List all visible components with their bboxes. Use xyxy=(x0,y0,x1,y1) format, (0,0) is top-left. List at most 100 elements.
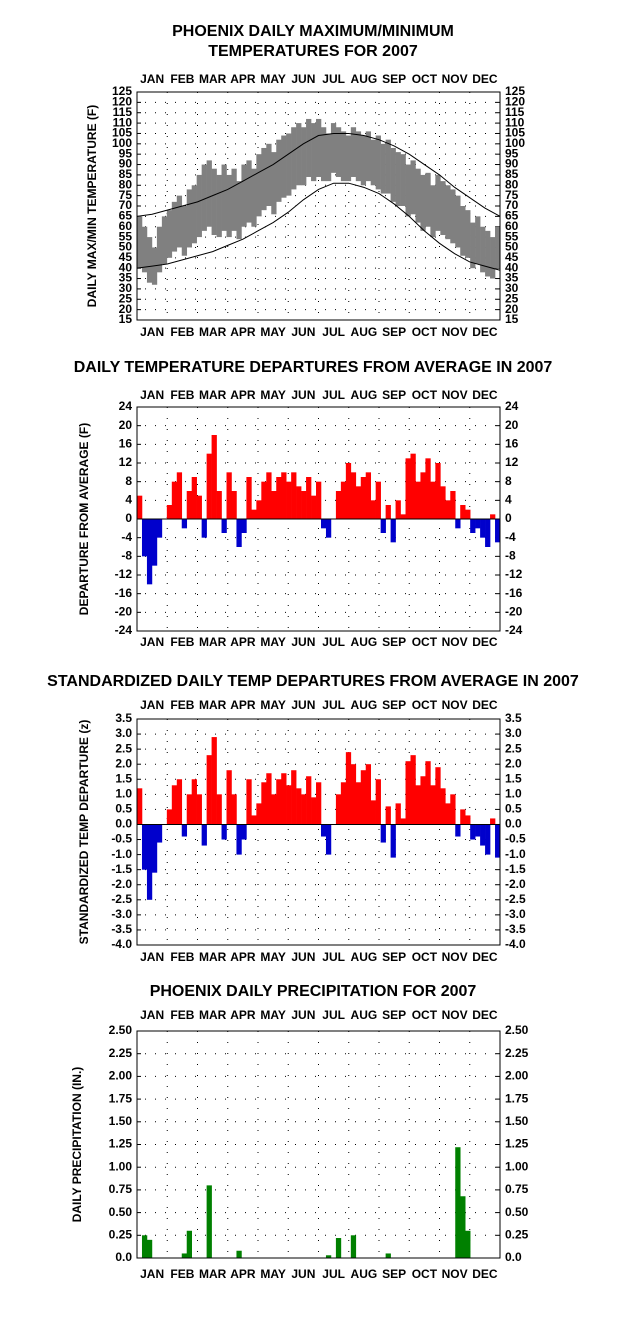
bar xyxy=(266,773,272,825)
y-axis-label: DAILY MAX/MIN TEMPERATURE (F) xyxy=(85,105,99,307)
month-label: JAN xyxy=(140,1008,164,1022)
bar xyxy=(236,824,242,855)
month-label: DEC xyxy=(472,698,498,712)
range-bar xyxy=(405,164,411,217)
bar xyxy=(166,505,173,519)
bar xyxy=(201,519,207,538)
bar xyxy=(365,472,372,519)
y-tick-label: 16 xyxy=(505,437,519,451)
bar xyxy=(166,809,173,825)
month-label: AUG xyxy=(351,325,378,339)
range-bar xyxy=(316,118,322,177)
y-tick-label: 24 xyxy=(505,399,519,413)
bar xyxy=(186,794,192,825)
y-tick-label: 15 xyxy=(505,312,519,326)
y-tick-label: 16 xyxy=(119,437,133,451)
bar xyxy=(395,803,401,825)
bar xyxy=(191,779,197,825)
y-tick-label: 1.0 xyxy=(115,787,132,801)
bar xyxy=(485,519,491,547)
y-tick-label: 70 xyxy=(119,198,133,212)
bar xyxy=(350,472,357,519)
range-bar xyxy=(141,226,148,273)
range-bar xyxy=(236,181,242,240)
range-bar xyxy=(266,143,272,206)
range-bar xyxy=(420,174,426,231)
month-label: JUN xyxy=(291,698,315,712)
y-tick-label: 110 xyxy=(113,115,133,129)
y-tick-label: -4 xyxy=(121,530,132,544)
bar xyxy=(490,818,496,825)
bar xyxy=(146,824,153,900)
range-bar xyxy=(440,181,446,236)
bar xyxy=(455,519,461,529)
month-label: JAN xyxy=(140,950,164,964)
y-tick-label: 75 xyxy=(119,188,133,202)
bar xyxy=(450,794,456,825)
bar xyxy=(345,752,352,825)
month-label: JUL xyxy=(322,950,345,964)
y-tick-label: 15 xyxy=(119,312,133,326)
bar xyxy=(495,519,501,543)
bar xyxy=(181,824,188,837)
y-tick-label: 0.75 xyxy=(109,1182,133,1196)
chart-title: PHOENIX DAILY MAXIMUM/MINIMUM xyxy=(172,23,454,40)
bar xyxy=(455,824,461,837)
bar xyxy=(186,1230,192,1258)
month-label: MAY xyxy=(260,1267,286,1281)
range-bar xyxy=(176,195,183,248)
bar xyxy=(261,481,267,519)
month-label: OCT xyxy=(412,635,438,649)
month-label: SEP xyxy=(382,1267,406,1281)
bar xyxy=(400,818,406,825)
y-axis-label: STANDARDIZED TEMP DEPARTURE (z) xyxy=(77,720,91,945)
bar xyxy=(256,803,262,825)
y-tick-label: 2.0 xyxy=(115,756,132,770)
range-bar xyxy=(216,174,222,238)
y-tick-label: -1.5 xyxy=(505,862,526,876)
range-bar xyxy=(271,152,277,215)
range-bar xyxy=(241,164,247,227)
month-label: MAR xyxy=(199,1008,227,1022)
y-tick-label: 70 xyxy=(505,198,519,212)
y-tick-label: 24 xyxy=(119,399,133,413)
bar xyxy=(350,1235,357,1258)
plot-frame xyxy=(136,406,501,632)
bar xyxy=(221,519,227,533)
bar xyxy=(325,1255,332,1258)
bar xyxy=(340,481,347,519)
y-axis-label: DAILY PRECIPITATION (IN.) xyxy=(70,1067,84,1223)
month-label: NOV xyxy=(442,1008,468,1022)
bar xyxy=(460,809,466,825)
y-tick-label: 0.5 xyxy=(115,802,132,816)
bar xyxy=(291,770,297,825)
y-tick-label: 2.0 xyxy=(505,756,522,770)
chart-title: DAILY TEMPERATURE DEPARTURES FROM AVERAG… xyxy=(74,359,553,376)
y-tick-label: 0.50 xyxy=(109,1205,133,1219)
bar xyxy=(430,481,436,519)
y-tick-label: 50 xyxy=(119,240,133,254)
y-tick-label: 65 xyxy=(505,209,519,223)
bar xyxy=(480,824,486,846)
bar xyxy=(231,491,237,519)
bar xyxy=(156,824,163,843)
y-tick-label: 105 xyxy=(505,126,525,140)
bar xyxy=(495,824,501,858)
y-tick-label: 4 xyxy=(505,493,512,507)
bar xyxy=(440,486,446,519)
range-bar xyxy=(480,226,486,273)
y-axis-label: DEPARTURE FROM AVERAGE (F) xyxy=(77,423,91,615)
range-bar xyxy=(281,135,287,198)
bar xyxy=(445,500,451,519)
bar xyxy=(385,806,391,825)
bar xyxy=(440,788,446,825)
month-label: FEB xyxy=(170,72,194,86)
range-bar xyxy=(365,131,372,182)
y-tick-label: 3.5 xyxy=(115,711,132,725)
y-tick-label: 40 xyxy=(505,260,519,274)
month-label: DEC xyxy=(472,325,498,339)
y-tick-label: 115 xyxy=(113,105,133,119)
bar xyxy=(196,794,202,825)
bar xyxy=(360,477,367,519)
bar xyxy=(415,785,421,825)
